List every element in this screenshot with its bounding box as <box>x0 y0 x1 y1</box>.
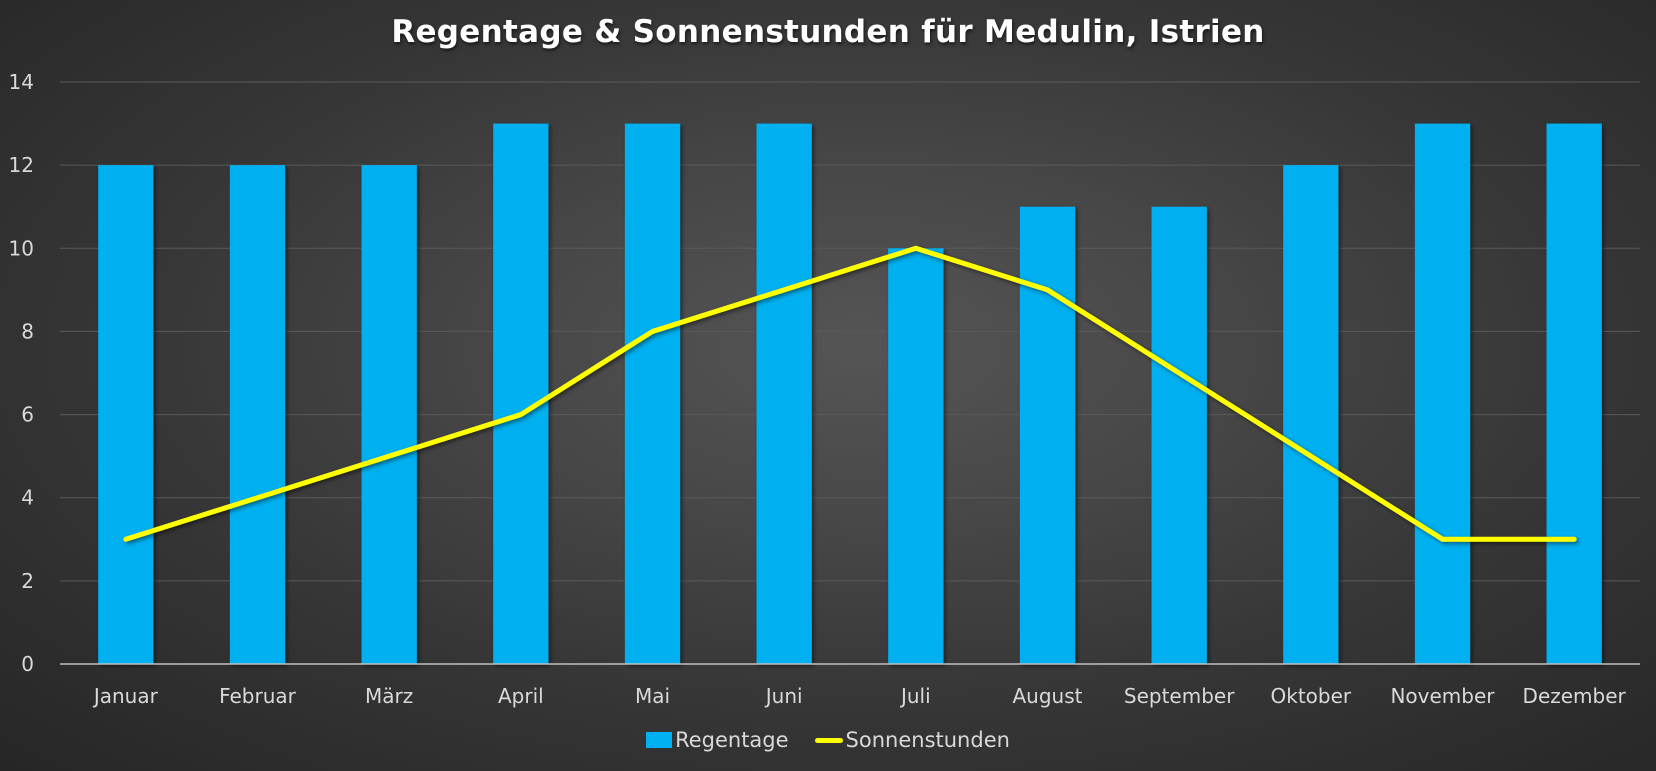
legend-item-sonnenstunden: Sonnenstunden <box>814 728 1010 752</box>
x-tick-label: Dezember <box>1523 684 1627 708</box>
x-axis-ticks: Januar Februar März April Mai Juni Juli August S… <box>92 684 1627 708</box>
bar-regentage <box>624 123 681 665</box>
bar-regentage <box>888 248 944 665</box>
y-tick-label: 0 <box>21 652 34 676</box>
x-tick-label: Oktober <box>1271 684 1352 708</box>
bar-regentage <box>229 165 286 664</box>
x-tick-label: Mai <box>635 684 670 708</box>
line-series-sonnenstunden <box>123 245 1577 542</box>
x-tick-label: November <box>1390 684 1495 708</box>
x-tick-label: Juli <box>899 684 931 708</box>
bar-series-regentage <box>98 123 1602 665</box>
y-tick-label: 14 <box>9 70 34 94</box>
y-tick-label: 8 <box>21 319 34 343</box>
y-tick-label: 4 <box>21 486 34 510</box>
bar-regentage <box>361 165 417 664</box>
bar-regentage <box>1414 123 1471 665</box>
y-tick-label: 12 <box>9 153 34 177</box>
x-tick-label: Januar <box>92 684 159 708</box>
bar-regentage <box>98 165 154 664</box>
bar-regentage <box>1283 165 1339 664</box>
bar-regentage <box>493 123 549 665</box>
legend-label-sonnenstunden: Sonnenstunden <box>845 728 1010 752</box>
y-tick-label: 2 <box>21 569 34 593</box>
bar-regentage <box>1546 123 1602 665</box>
x-tick-label: Februar <box>219 684 297 708</box>
bar-regentage <box>1019 206 1076 664</box>
legend-swatch-sonnenstunden <box>814 737 843 743</box>
bar-regentage <box>756 123 812 665</box>
x-tick-label: August <box>1013 684 1083 708</box>
line-sonnenstunden <box>123 245 1577 542</box>
y-tick-label: 10 <box>9 236 34 260</box>
legend-swatch-regentage <box>646 732 673 748</box>
y-axis-ticks: 0 2 4 6 8 10 12 14 <box>9 70 34 676</box>
x-tick-label: März <box>365 684 413 708</box>
legend: Regentage Sonnenstunden <box>0 728 1656 752</box>
x-tick-label: Juni <box>764 684 803 708</box>
x-tick-label: September <box>1124 684 1235 708</box>
legend-item-regentage: Regentage <box>646 728 789 752</box>
x-tick-label: April <box>498 684 544 708</box>
bar-regentage <box>1151 206 1207 664</box>
chart-title: Regentage & Sonnenstunden für Medulin, I… <box>391 14 1265 50</box>
y-tick-label: 6 <box>21 403 34 427</box>
legend-label-regentage: Regentage <box>675 728 789 752</box>
gridlines <box>60 81 1640 582</box>
